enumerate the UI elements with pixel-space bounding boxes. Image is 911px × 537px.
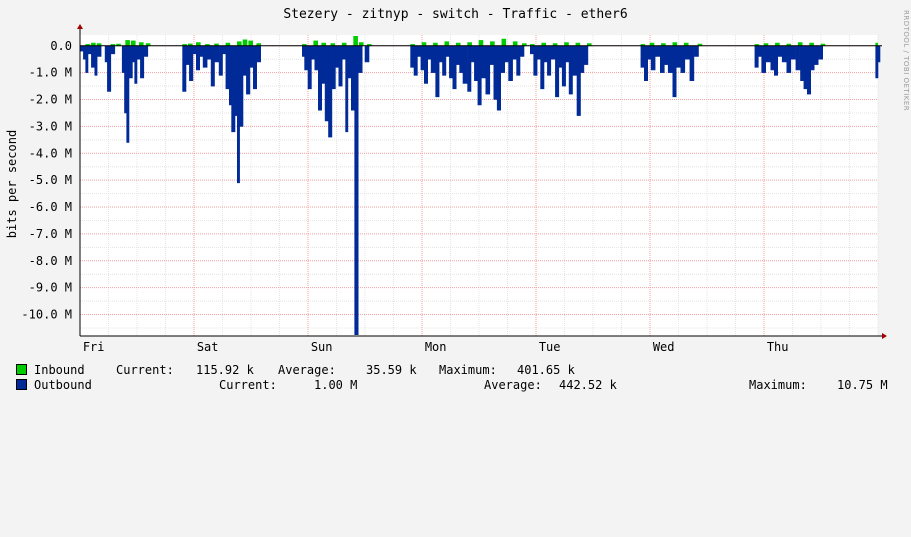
x-tick-label: Sat bbox=[197, 340, 219, 354]
outbound-current-label: Current: bbox=[219, 378, 277, 392]
y-tick-label: -4.0 M bbox=[29, 146, 72, 160]
outbound-current-value: 1.00 M bbox=[314, 378, 358, 392]
y-tick-label: -8.0 M bbox=[29, 254, 72, 268]
y-tick-label: 0.0 bbox=[50, 39, 72, 53]
area-outbound bbox=[79, 45, 881, 335]
x-tick-label: Fri bbox=[83, 340, 105, 354]
rrdtool-watermark: RRDTOOL / TOBI OETIKER bbox=[902, 10, 910, 112]
y-tick-label: -1.0 M bbox=[29, 66, 72, 80]
area-inbound bbox=[85, 36, 878, 47]
outbound-average-label: Average: bbox=[484, 378, 542, 392]
inbound-swatch bbox=[16, 364, 27, 375]
x-tick-label: Wed bbox=[653, 340, 675, 354]
inbound-current-label: Current: bbox=[116, 363, 174, 377]
chart-title: Stezery - zitnyp - switch - Traffic - et… bbox=[283, 7, 628, 22]
inbound-average-label: Average: bbox=[278, 363, 336, 377]
x-tick-label: Sun bbox=[311, 340, 333, 354]
y-tick-label: -3.0 M bbox=[29, 119, 72, 133]
outbound-average-value: 442.52 k bbox=[559, 378, 617, 392]
inbound-maximum-label: Maximum: bbox=[439, 363, 497, 377]
plot-area: 0.0 -1.0 M -2.0 M -3.0 M -4.0 M -5.0 M -6.0 M -… bbox=[21, 24, 887, 354]
inbound-current-value: 115.92 k bbox=[196, 363, 254, 377]
x-tick-label: Tue bbox=[539, 340, 561, 354]
legend-inbound-row: Inbound Current: 115.92 k Average: 35.59… bbox=[14, 362, 575, 378]
y-axis-arrow bbox=[77, 24, 83, 29]
inbound-maximum-value: 401.65 k bbox=[517, 363, 575, 377]
outbound-label: Outbound bbox=[34, 378, 92, 392]
y-tick-label: -5.0 M bbox=[29, 173, 72, 187]
legend-outbound-row: Outbound Current: 1.00 M Average: 442.52… bbox=[14, 377, 888, 393]
outbound-swatch bbox=[16, 379, 27, 390]
traffic-graph: Stezery - zitnyp - switch - Traffic - et… bbox=[5, 7, 910, 393]
y-tick-label: -9.0 M bbox=[29, 281, 72, 295]
y-tick-label: -2.0 M bbox=[29, 93, 72, 107]
y-tick-label: -10.0 M bbox=[21, 308, 72, 322]
inbound-average-value: 35.59 k bbox=[366, 363, 417, 377]
outbound-maximum-label: Maximum: bbox=[749, 378, 807, 392]
inbound-label: Inbound bbox=[34, 363, 85, 377]
y-tick-label: -6.0 M bbox=[29, 200, 72, 214]
y-tick-label: -7.0 M bbox=[29, 227, 72, 241]
x-tick-label: Thu bbox=[767, 340, 789, 354]
x-tick-label: Mon bbox=[425, 340, 447, 354]
outbound-maximum-value: 10.75 M bbox=[837, 378, 888, 392]
x-axis-arrow bbox=[882, 333, 887, 339]
